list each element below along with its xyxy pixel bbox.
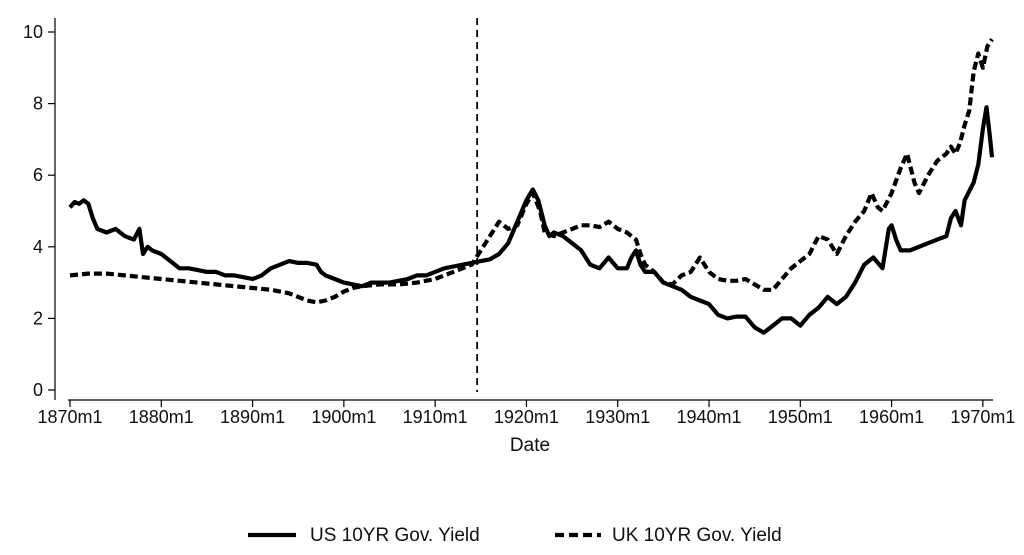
x-tick-label: 1910m1	[403, 407, 468, 427]
legend-label: UK 10YR Gov. Yield	[612, 525, 782, 546]
legend-item: US 10YR Gov. Yield	[248, 525, 480, 546]
y-tick-label: 6	[33, 165, 43, 185]
x-tick-label: 1960m1	[859, 407, 924, 427]
y-tick-label: 8	[33, 94, 43, 114]
legend-item: UK 10YR Gov. Yield	[555, 525, 782, 546]
x-tick-label: 1880m1	[129, 407, 194, 427]
plot-area	[68, 18, 995, 392]
y-tick-label: 2	[33, 308, 43, 328]
legend-label: US 10YR Gov. Yield	[310, 525, 480, 546]
x-tick-label: 1940m1	[676, 407, 741, 427]
legend: US 10YR Gov. Yield UK 10YR Gov. Yield	[248, 525, 782, 546]
y-tick-label: 0	[33, 380, 43, 400]
x-tick-label: 1920m1	[494, 407, 559, 427]
x-tick-label: 1900m1	[311, 407, 376, 427]
x-tick-label: 1890m1	[220, 407, 285, 427]
x-tick-label: 1870m1	[37, 407, 102, 427]
x-axis-title: Date	[510, 435, 550, 456]
axes: 0 2 4 6 8 10 1870m1 1880m1 1890m1 1900m1 1910m1 192…	[23, 18, 1015, 427]
x-tick-label: 1970m1	[950, 407, 1015, 427]
y-tick-label: 10	[23, 22, 43, 42]
x-tick-label: 1930m1	[585, 407, 650, 427]
x-tick-label: 1950m1	[768, 407, 833, 427]
us-yield-series-line	[68, 105, 995, 335]
y-tick-label: 4	[33, 237, 43, 257]
uk-yield-series-line	[69, 38, 994, 305]
